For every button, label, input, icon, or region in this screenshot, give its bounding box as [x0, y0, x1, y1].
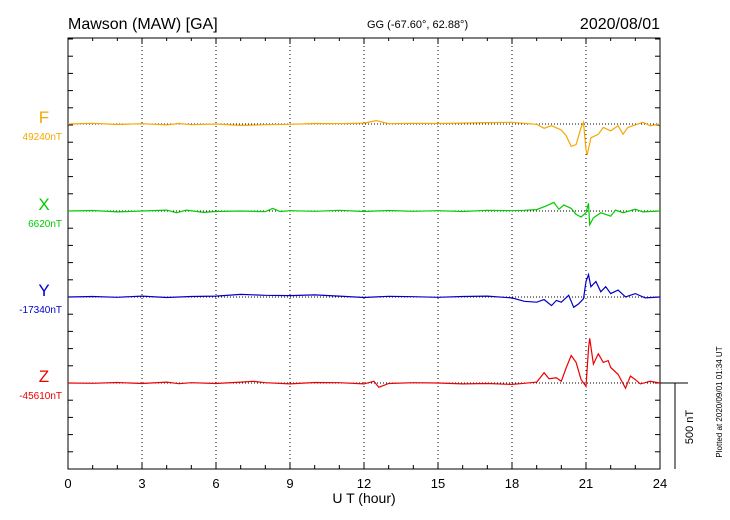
x-tick-label: 6	[212, 476, 219, 491]
series-line-x	[67, 201, 661, 227]
series-line-z	[67, 338, 661, 390]
x-tick-label: 24	[653, 476, 667, 491]
x-tick-label: 3	[138, 476, 145, 491]
x-tick-label: 18	[505, 476, 519, 491]
x-tick-label: 15	[431, 476, 445, 491]
x-tick-label: 21	[579, 476, 593, 491]
coordinates-label: GG (-67.60°, 62.88°)	[367, 19, 468, 31]
date-label: 2020/08/01	[580, 16, 660, 33]
baseline-label-y: -17340nT	[19, 305, 62, 316]
baseline-label-z: -45610nT	[19, 391, 62, 402]
x-tick-label: 0	[64, 476, 71, 491]
series-name-x: X	[38, 195, 49, 214]
plotted-timestamp: Plotted at 2020/09/01 01:34 UT	[715, 346, 724, 457]
series-name-y: Y	[38, 281, 49, 300]
scale-bar-label: 500 nT	[684, 410, 696, 445]
baseline-label-x: 6620nT	[28, 219, 62, 230]
x-tick-label: 12	[357, 476, 371, 491]
x-tick-label: 9	[286, 476, 293, 491]
x-axis-label: U T (hour)	[332, 490, 395, 506]
station-title: Mawson (MAW) [GA]	[68, 16, 218, 33]
series-name-f: F	[39, 108, 49, 127]
series-name-z: Z	[39, 367, 49, 386]
baseline-label-f: 49240nT	[23, 132, 62, 143]
plot-area: 0 3 6 9 12 15 18 21 24 F 49240nT X 6620nT Y -17340nT Z -…	[19, 37, 688, 491]
series-line-f	[67, 119, 661, 156]
series-line-y	[67, 272, 661, 309]
